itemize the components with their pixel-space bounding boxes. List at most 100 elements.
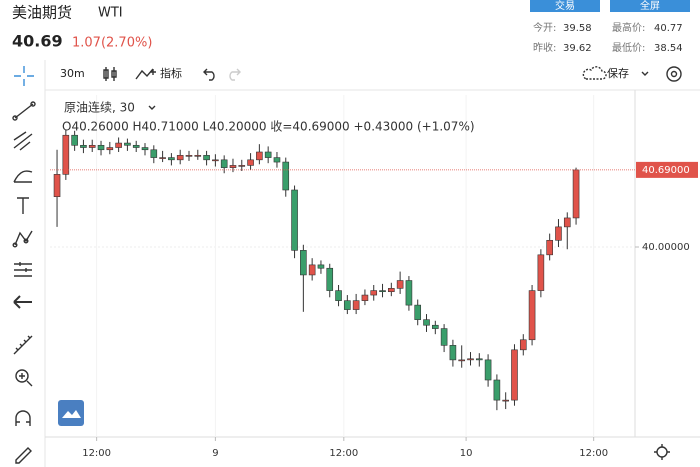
candle-body bbox=[247, 159, 254, 166]
stat-label: 今开: bbox=[533, 21, 556, 34]
candle-body bbox=[308, 264, 316, 276]
stat-value: 39.62 bbox=[563, 43, 592, 54]
candle-body bbox=[502, 399, 509, 402]
candle-body bbox=[370, 290, 378, 296]
stat-value: 38.54 bbox=[654, 43, 683, 54]
settings-icon[interactable] bbox=[666, 66, 682, 82]
change: 1.07(2.70%) bbox=[72, 36, 152, 51]
candle-body bbox=[396, 280, 404, 289]
candle-body bbox=[352, 300, 360, 310]
candle-body bbox=[537, 254, 545, 291]
candle-body bbox=[572, 169, 580, 219]
candle-body bbox=[493, 379, 501, 401]
y-tick-label: 40.00000 bbox=[642, 242, 690, 253]
indicator-icon[interactable] bbox=[135, 68, 156, 80]
candle-body bbox=[159, 157, 166, 159]
interval[interactable]: 30m bbox=[60, 67, 85, 80]
drawing-tools[interactable] bbox=[12, 101, 36, 464]
candle-body bbox=[185, 155, 193, 157]
candle-body bbox=[361, 294, 369, 301]
fullscreen-button[interactable] bbox=[610, 0, 690, 12]
candle-body bbox=[475, 358, 483, 361]
candle-body bbox=[220, 159, 228, 168]
candle-body bbox=[194, 155, 202, 157]
trade-label[interactable]: 交易 bbox=[555, 0, 575, 12]
last-price-label: 40.69000 bbox=[642, 165, 690, 176]
candle-body bbox=[176, 155, 184, 161]
candle-icon[interactable] bbox=[103, 67, 117, 81]
x-tick-label: 10 bbox=[460, 448, 473, 459]
candle-body bbox=[229, 165, 237, 168]
cloud-icon[interactable] bbox=[582, 66, 607, 80]
candle-body bbox=[97, 144, 105, 151]
candle-body bbox=[273, 157, 281, 163]
legend-dropdown[interactable] bbox=[148, 105, 156, 110]
candle-body bbox=[62, 134, 70, 175]
crosshair-icon[interactable] bbox=[14, 66, 34, 86]
candle-body bbox=[467, 358, 474, 361]
candle-body bbox=[256, 151, 263, 161]
candle-body bbox=[405, 280, 413, 306]
logo bbox=[58, 400, 84, 426]
logo-mark bbox=[62, 410, 81, 418]
candle-body bbox=[88, 144, 96, 148]
stat-label: 最高价: bbox=[612, 21, 645, 34]
save[interactable]: 保存 bbox=[607, 66, 629, 80]
axis-settings-icon[interactable] bbox=[654, 444, 670, 460]
x-tick-label: 12:00 bbox=[579, 448, 608, 459]
candle-body bbox=[519, 339, 527, 351]
title: 美油期货 bbox=[12, 4, 72, 22]
x-tick-label: 12:00 bbox=[82, 448, 111, 459]
candle-body bbox=[423, 319, 430, 326]
candle-body bbox=[563, 217, 571, 228]
x-tick-label: 12:00 bbox=[329, 448, 358, 459]
candle-body bbox=[106, 147, 114, 151]
undo-icon[interactable] bbox=[203, 68, 215, 81]
candle-body bbox=[212, 159, 219, 162]
candle-body bbox=[546, 239, 553, 256]
candle-body bbox=[440, 328, 448, 346]
candle-body bbox=[132, 144, 140, 148]
dropdown-icon[interactable] bbox=[641, 71, 649, 76]
candle-body bbox=[388, 288, 395, 293]
trade-button[interactable] bbox=[530, 0, 600, 12]
stat-value: 40.77 bbox=[654, 23, 683, 34]
candle-body bbox=[291, 189, 298, 251]
stat-value: 39.58 bbox=[563, 23, 592, 34]
candle-body bbox=[80, 144, 87, 148]
candle-body bbox=[458, 359, 465, 362]
candle-body bbox=[379, 290, 386, 293]
candle-body bbox=[335, 290, 342, 301]
candle-body bbox=[555, 226, 562, 241]
legend-ohlc: O40.26000 H40.71000 L40.20000 收=40.69000… bbox=[62, 120, 475, 134]
candle-body bbox=[432, 324, 439, 329]
candle-body bbox=[53, 174, 61, 198]
candle-body bbox=[300, 250, 307, 276]
candle-body bbox=[71, 134, 78, 146]
candle-body bbox=[511, 349, 518, 401]
candle-body bbox=[414, 304, 422, 320]
last-price-badge bbox=[636, 161, 698, 178]
candle-body bbox=[449, 345, 457, 361]
candle-body bbox=[484, 359, 492, 381]
candle-body bbox=[141, 147, 149, 151]
candle-body bbox=[326, 267, 334, 291]
candle-body bbox=[168, 157, 175, 161]
candle-body bbox=[264, 151, 272, 158]
code: WTI bbox=[98, 6, 123, 21]
candle-body bbox=[528, 290, 536, 341]
candle-body bbox=[282, 161, 290, 191]
candle-body bbox=[203, 155, 210, 161]
indicator[interactable]: 指标 bbox=[160, 66, 182, 80]
candle-body bbox=[317, 264, 325, 269]
candle-body bbox=[238, 165, 246, 167]
x-tick-label: 9 bbox=[212, 448, 218, 459]
candle-body bbox=[124, 142, 131, 146]
price: 40.69 bbox=[12, 32, 63, 51]
stat-label: 昨收: bbox=[533, 41, 556, 54]
candle-body bbox=[150, 149, 158, 158]
fullscreen-label[interactable]: 全屏 bbox=[640, 0, 660, 12]
redo-icon[interactable] bbox=[229, 68, 241, 81]
stat-label: 最低价: bbox=[612, 41, 645, 54]
